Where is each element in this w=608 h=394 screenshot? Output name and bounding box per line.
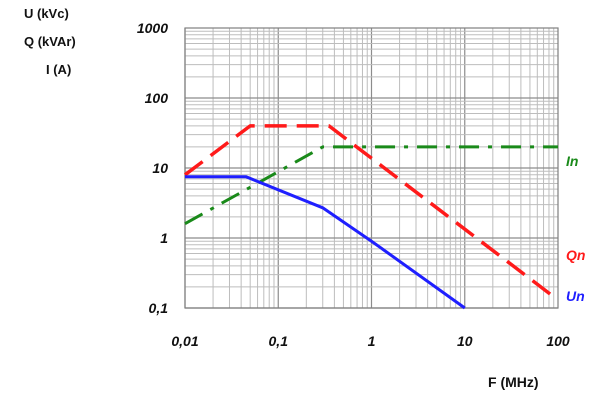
series-lines bbox=[183, 124, 560, 310]
x-tick-label: 0,1 bbox=[269, 333, 289, 349]
y-tick-label: 10 bbox=[152, 160, 168, 176]
x-tick-label: 10 bbox=[457, 333, 473, 349]
y-tick-label: 1000 bbox=[137, 20, 168, 36]
plot-frame bbox=[184, 27, 559, 309]
x-tick-label: 1 bbox=[368, 333, 376, 349]
series-labels: In Qn Un bbox=[566, 153, 585, 304]
y-tick-label: 100 bbox=[145, 90, 169, 106]
series-un-line bbox=[185, 175, 466, 310]
series-label-un: Un bbox=[566, 288, 585, 304]
series-label-qn: Qn bbox=[566, 247, 585, 263]
x-tick-labels: 0,01 0,1 1 10 100 bbox=[171, 333, 570, 349]
y-axis-label-line-3: I (A) bbox=[46, 62, 71, 77]
x-tick-label: 100 bbox=[546, 333, 570, 349]
series-qn-line bbox=[183, 124, 560, 302]
series-in-line bbox=[184, 145, 558, 226]
grid bbox=[184, 28, 558, 309]
y-tick-label: 1 bbox=[160, 230, 168, 246]
x-tick-label: 0,01 bbox=[171, 333, 198, 349]
y-axis-label-line-2: Q (kVAr) bbox=[24, 34, 76, 49]
y-axis-label: U (kVc) Q (kVAr) I (A) bbox=[24, 6, 76, 77]
y-tick-labels: 1000 100 10 1 0,1 bbox=[137, 20, 168, 316]
series-label-in: In bbox=[566, 153, 578, 169]
x-axis-label: F (MHz) bbox=[488, 374, 539, 390]
y-tick-label: 0,1 bbox=[149, 300, 169, 316]
y-axis-label-line-1: U (kVc) bbox=[24, 6, 69, 21]
